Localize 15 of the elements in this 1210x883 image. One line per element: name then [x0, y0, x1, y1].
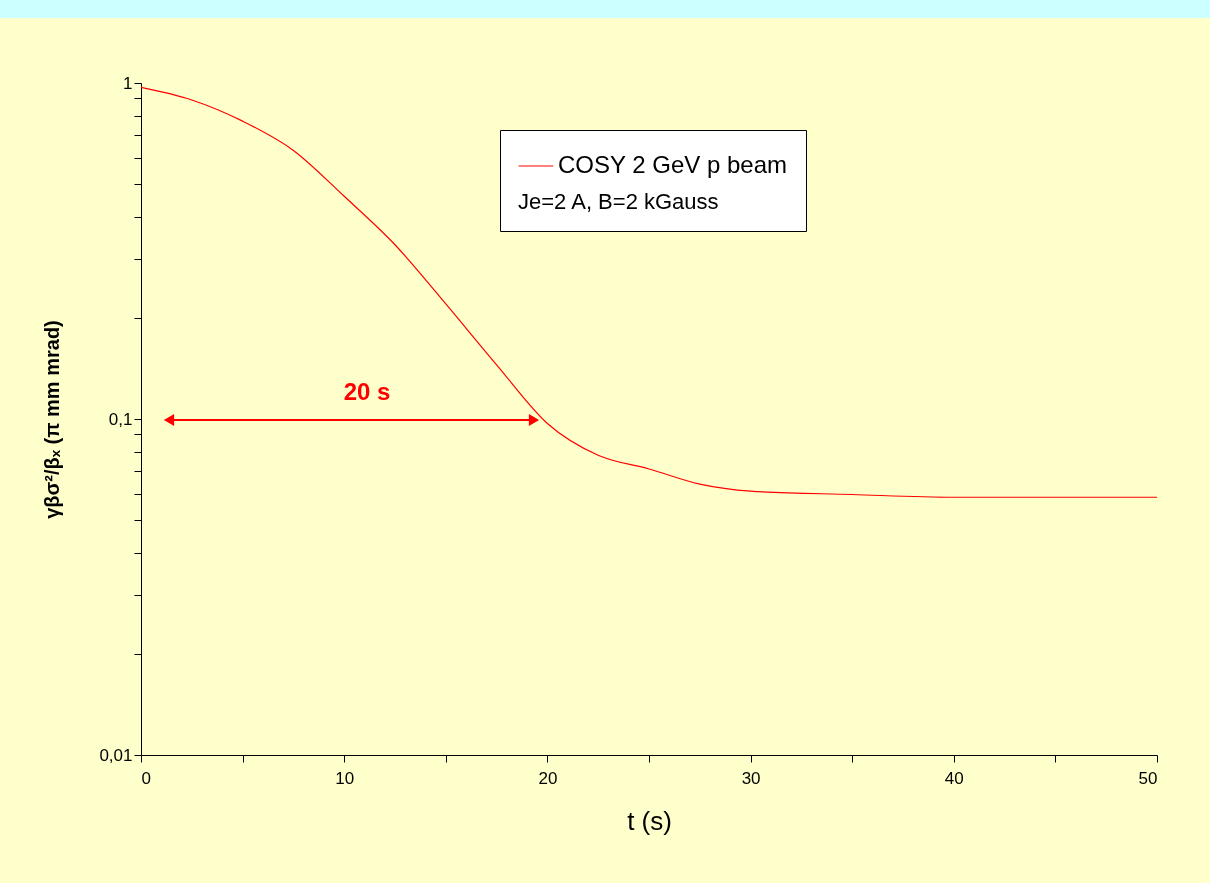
- x-tick-label: 10: [335, 768, 355, 788]
- annotation: 20 s: [343, 378, 391, 405]
- x-tick-label: 30: [741, 768, 761, 788]
- y-tick-label: 0,01: [99, 745, 133, 765]
- legend-title: Je=2 A, B=2 kGauss: [518, 189, 719, 214]
- x-tick-label: 40: [944, 768, 964, 788]
- line-series: [140, 86, 1158, 498]
- y-tick-label: 0,1: [108, 409, 133, 429]
- x-tick-label: 0: [141, 768, 151, 788]
- x-tick-label: 50: [1138, 768, 1158, 788]
- x-axis-title: t (s): [627, 805, 672, 836]
- y-axis-title: γβσ²/βₓ (π mm mrad): [41, 320, 64, 519]
- legend-label: COSY 2 GeV p beam: [558, 151, 788, 178]
- y-tick-label: 1: [123, 73, 133, 93]
- x-tick-label: 20: [538, 768, 558, 788]
